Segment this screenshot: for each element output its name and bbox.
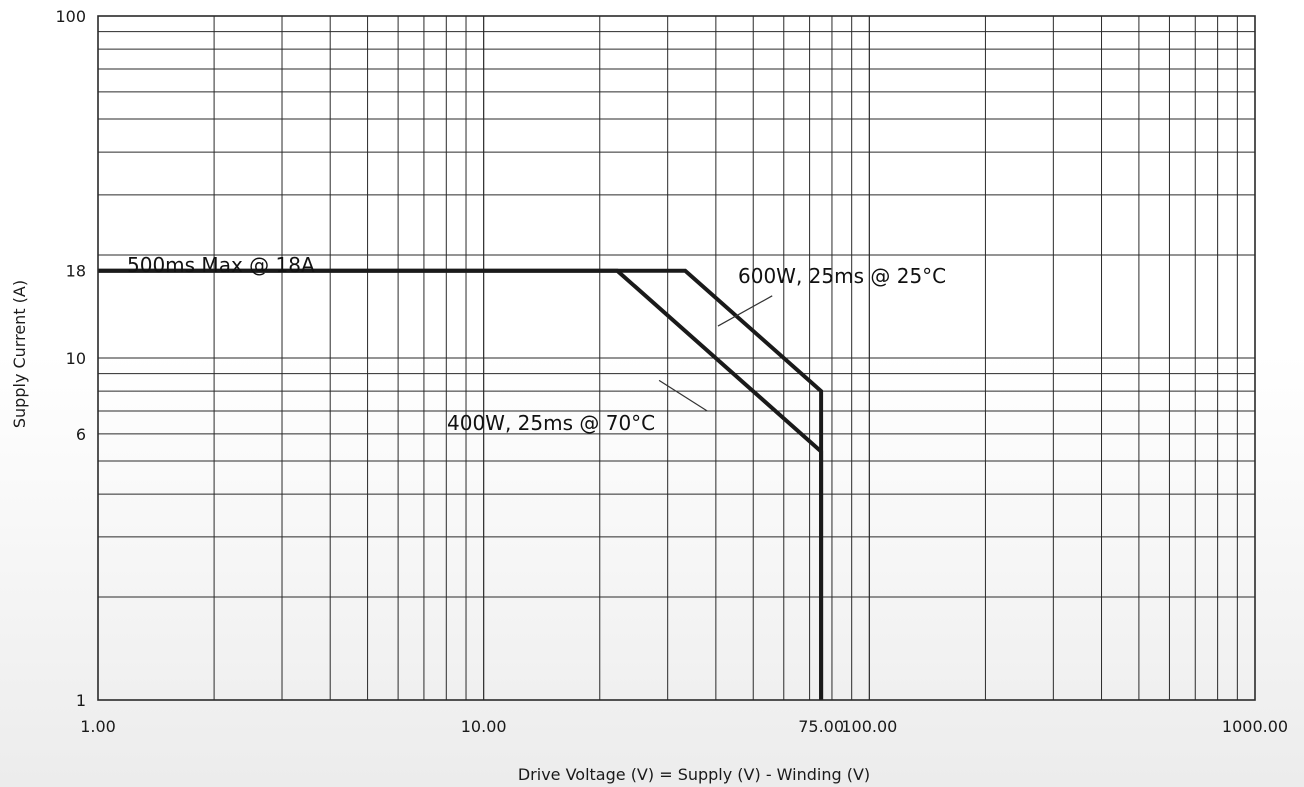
x-tick-label: 1000.00	[1222, 717, 1288, 736]
y-tick-label: 100	[55, 7, 86, 26]
series-lines	[98, 268, 824, 700]
y-tick-labels: 1 6 10 18 100	[55, 7, 86, 710]
annotation-leader-1	[658, 379, 708, 412]
x-tick-label: 100.00	[841, 717, 897, 736]
y-tick-label: 10	[66, 349, 86, 368]
series-line-0	[98, 268, 824, 700]
y-tick-label: 18	[66, 262, 86, 281]
annotation-400w: 400W, 25ms @ 70°C	[447, 411, 655, 435]
x-tick-label: 10.00	[461, 717, 507, 736]
x-tick-label: 1.00	[80, 717, 116, 736]
annotation-leader-0	[717, 295, 773, 327]
annotation-500ms: 500ms Max @ 18A	[127, 253, 315, 277]
y-tick-label: 1	[76, 691, 86, 710]
y-tick-label: 6	[76, 425, 86, 444]
annotation-leaders	[658, 295, 773, 412]
x-tick-label: 75.00	[798, 717, 844, 736]
series-line-1	[98, 268, 824, 700]
annotation-600w: 600W, 25ms @ 25°C	[738, 264, 946, 288]
grid	[98, 16, 1255, 700]
y-axis-label: Supply Current (A)	[10, 280, 29, 428]
x-axis-label: Drive Voltage (V) = Supply (V) - Winding…	[518, 765, 870, 784]
plot-frame	[97, 15, 1256, 701]
